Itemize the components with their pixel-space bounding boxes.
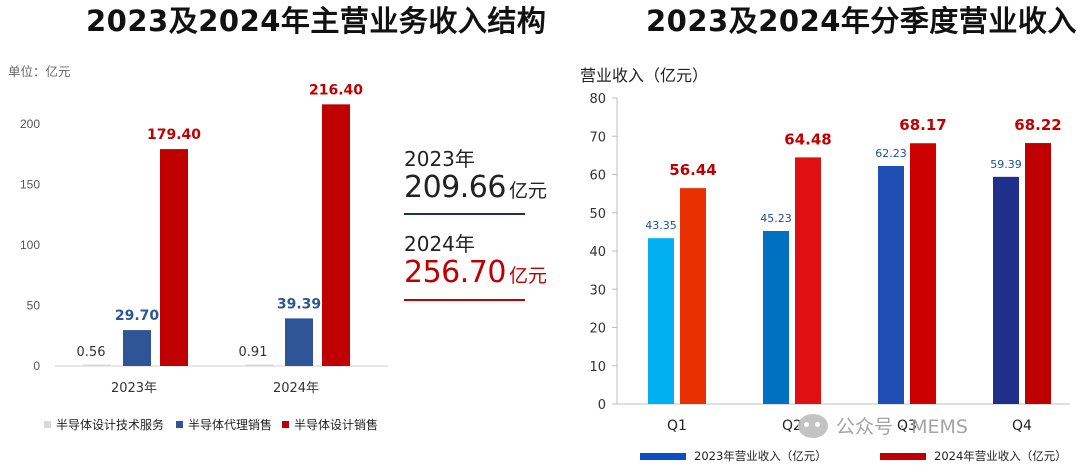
data-label: 45.23 — [760, 212, 792, 225]
right-legend-item-2024: 2024年营业收入（亿元） — [880, 448, 1067, 464]
right-y-axis-label: 营业收入（亿元） — [580, 66, 709, 85]
data-label: 0.56 — [77, 345, 106, 360]
bar — [245, 364, 273, 366]
legend-label: 半导体设计销售 — [294, 418, 379, 432]
watermark: 公众号 · MEMS — [798, 412, 968, 439]
data-label: 68.17 — [899, 116, 946, 134]
data-label: 0.91 — [239, 345, 268, 360]
left-unit-label: 单位：亿元 — [8, 64, 71, 79]
left-legend-item-service: 半导体设计技术服务 — [44, 416, 164, 433]
left-legend-item-design: 半导体设计销售 — [282, 416, 378, 433]
x-tick-label: Q1 — [667, 418, 687, 434]
legend-swatch — [880, 452, 926, 460]
total-2023-rule — [404, 213, 525, 215]
data-label: 29.70 — [115, 308, 160, 324]
y-tick-label: 30 — [589, 283, 606, 298]
y-tick-label: 60 — [589, 169, 606, 184]
data-label: 59.39 — [990, 158, 1022, 171]
data-label: 39.39 — [277, 296, 321, 312]
legend-label: 半导体代理销售 — [188, 418, 273, 432]
y-tick-label: 10 — [589, 360, 606, 375]
bar — [83, 364, 111, 366]
bar — [763, 230, 789, 404]
data-label: 43.35 — [645, 219, 677, 232]
x-tick-label: 2024年 — [273, 381, 319, 396]
total-2023-unit: 亿元 — [508, 180, 547, 202]
y-tick-label: 70 — [589, 130, 606, 145]
total-2024-rule — [404, 299, 525, 301]
right-legend-item-2023: 2023年营业收入（亿元） — [640, 448, 827, 464]
data-label: 64.48 — [784, 130, 831, 148]
data-label: 216.40 — [309, 82, 363, 98]
y-tick-label: 0 — [33, 359, 40, 373]
total-2024-year: 2024年 — [404, 232, 475, 256]
bar — [910, 143, 936, 404]
legend-label: 2023年营业收入（亿元） — [694, 449, 827, 463]
bar — [795, 157, 821, 404]
x-tick-label: Q3 — [897, 418, 917, 434]
data-label: 56.44 — [669, 161, 716, 179]
data-label: 68.22 — [1014, 116, 1061, 134]
y-tick-label: 150 — [20, 178, 40, 192]
y-tick-label: 50 — [589, 207, 606, 222]
watermark-text: 公众号 · MEMS — [836, 416, 968, 438]
legend-swatch — [176, 421, 183, 428]
bar — [1025, 143, 1051, 404]
bar — [648, 238, 674, 404]
bar — [322, 104, 350, 367]
bar — [285, 318, 313, 366]
legend-label: 半导体设计技术服务 — [56, 418, 165, 432]
legend-swatch — [282, 421, 289, 428]
bar — [160, 149, 188, 366]
legend-swatch — [44, 421, 51, 428]
legend-swatch — [640, 452, 686, 460]
total-2023-value: 209.66 — [404, 170, 506, 205]
wechat-icon — [798, 413, 828, 438]
left-chart-title: 2023及2024年主营业务收入结构 — [86, 4, 547, 38]
total-2024-unit: 亿元 — [508, 265, 547, 287]
legend-label: 2024年营业收入（亿元） — [934, 449, 1067, 463]
bar — [993, 176, 1019, 404]
left-legend-item-agency: 半导体代理销售 — [176, 416, 272, 433]
data-label: 179.40 — [147, 127, 201, 143]
data-label: 62.23 — [875, 147, 907, 160]
y-tick-label: 50 — [27, 299, 41, 313]
x-tick-label: 2023年 — [111, 381, 157, 396]
y-tick-label: 100 — [20, 238, 40, 252]
y-tick-label: 20 — [589, 322, 606, 337]
y-tick-label: 0 — [598, 398, 606, 413]
bar — [680, 188, 706, 404]
bar — [878, 165, 904, 404]
x-tick-label: Q4 — [1012, 418, 1032, 434]
total-2023-year: 2023年 — [404, 147, 475, 171]
total-2024-block: 2024年 256.70 亿元 — [404, 228, 547, 290]
y-tick-label: 80 — [589, 92, 606, 107]
y-tick-label: 200 — [20, 117, 40, 131]
right-chart-title: 2023及2024年分季度营业收入 — [646, 4, 1077, 38]
bar — [123, 330, 151, 366]
y-tick-label: 40 — [589, 245, 606, 260]
total-2023-block: 2023年 209.66 亿元 — [404, 143, 547, 205]
x-tick-label: Q2 — [782, 418, 802, 434]
total-2024-value: 256.70 — [404, 255, 506, 290]
